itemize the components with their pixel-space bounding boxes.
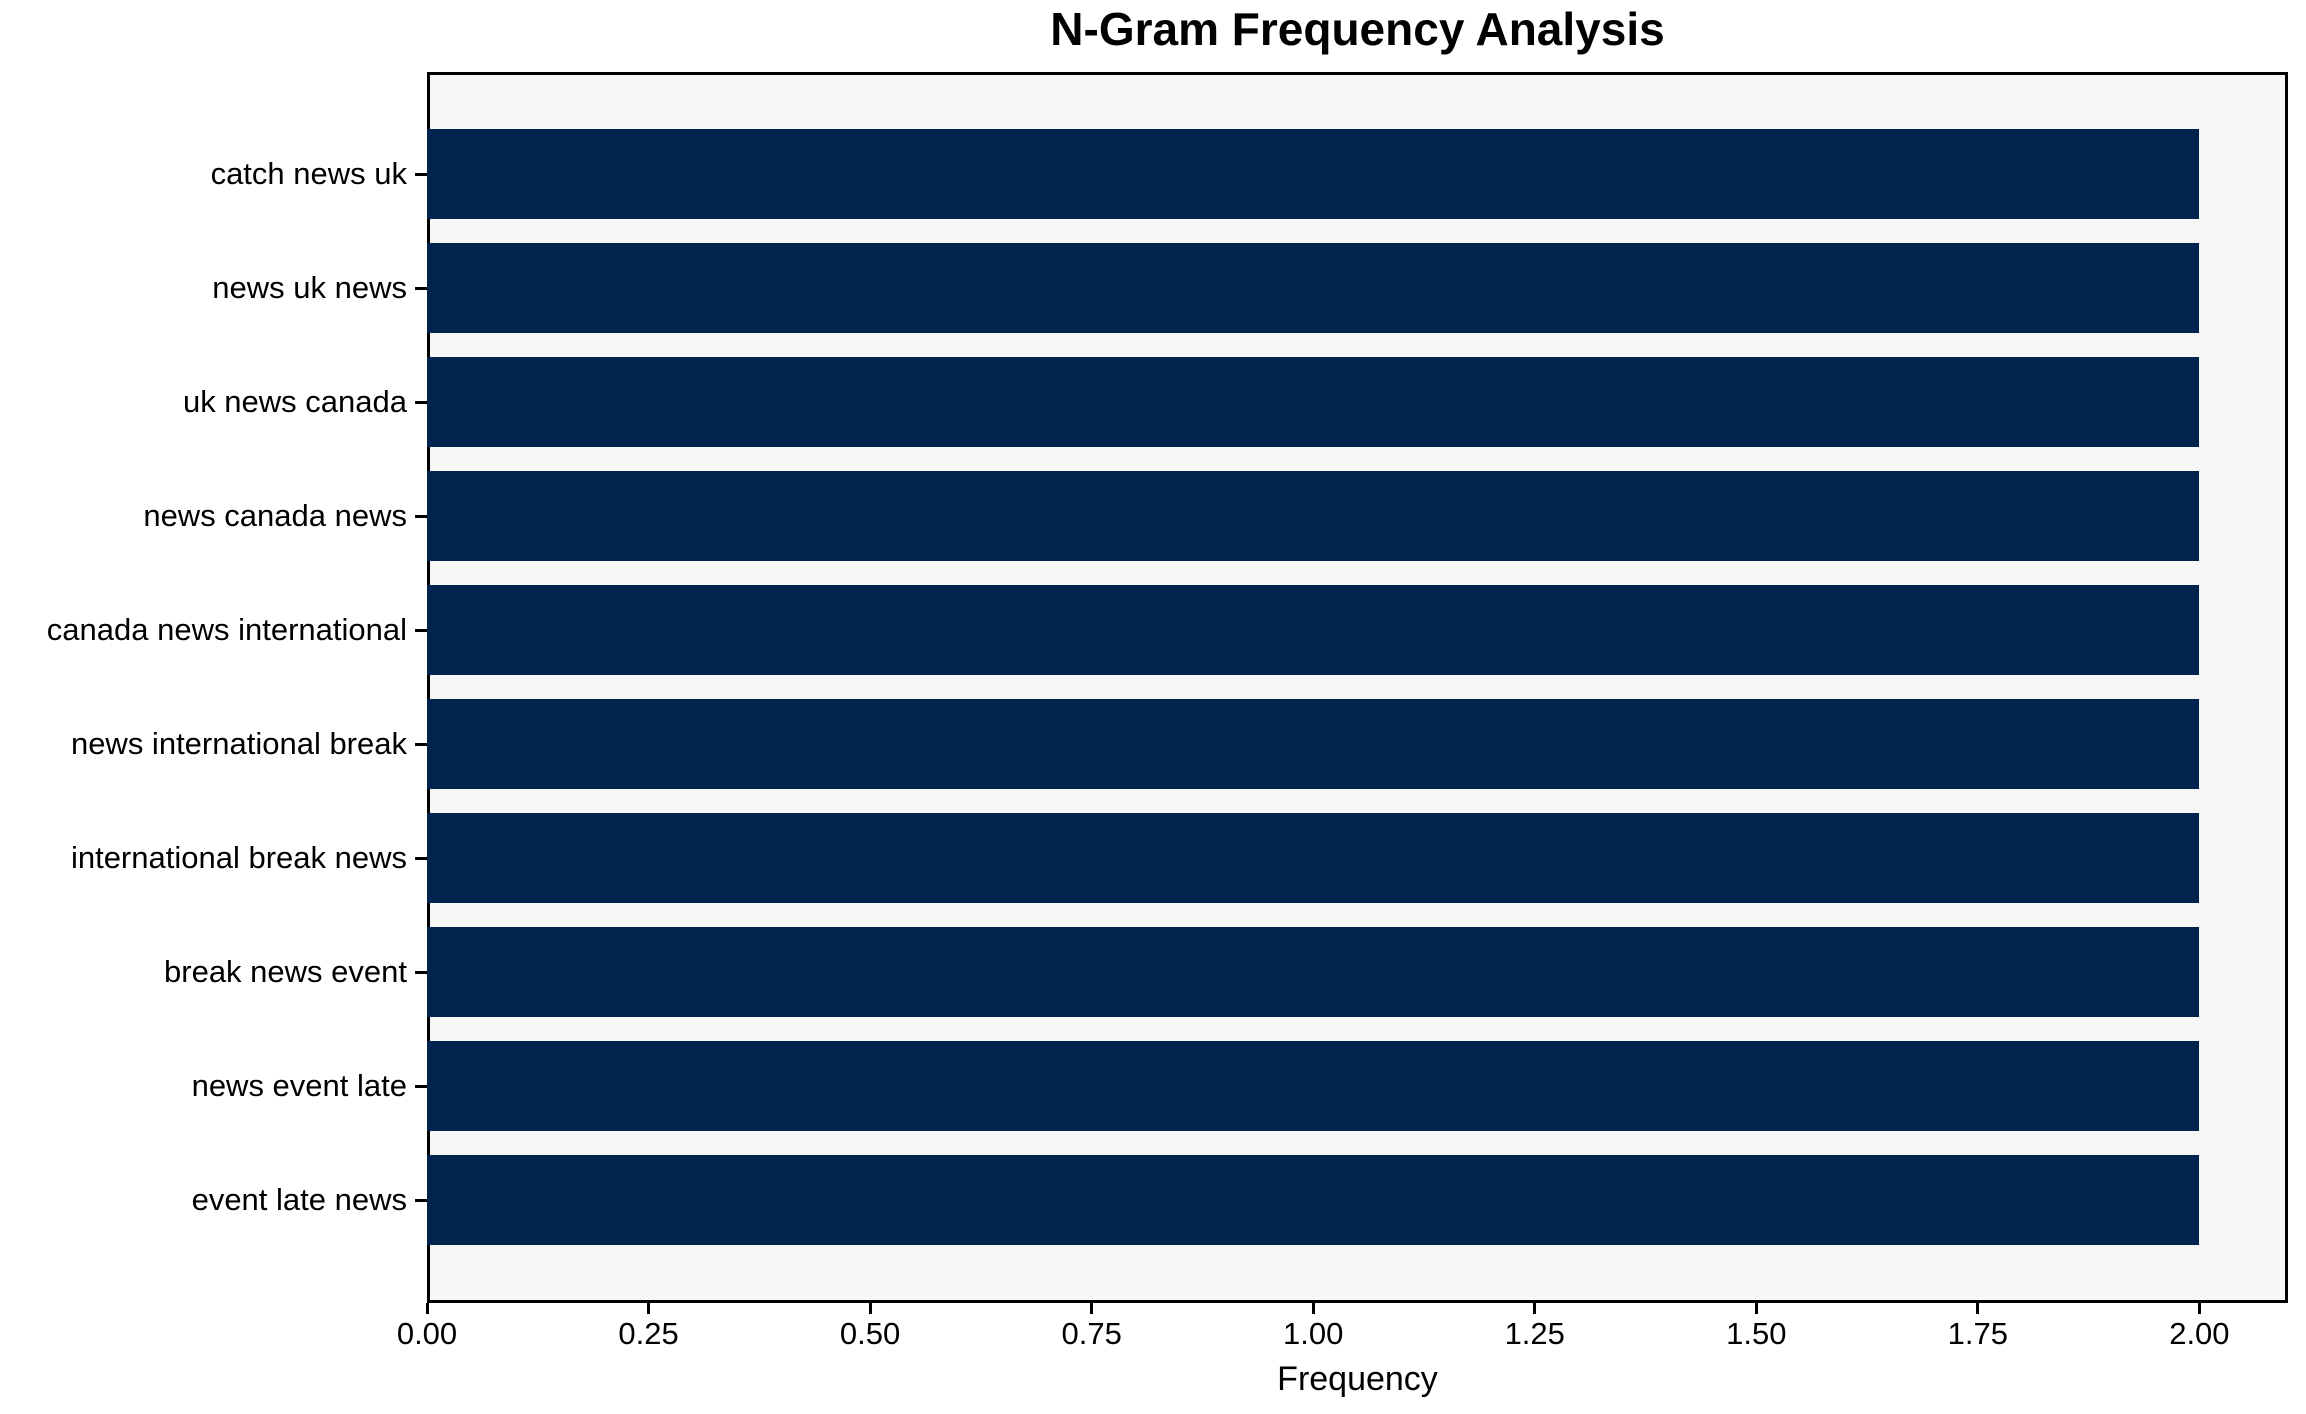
x-tick-label: 1.75 [1947,1316,2008,1351]
bar-track [427,1029,2288,1143]
chart-title: N-Gram Frequency Analysis [1050,3,1665,55]
bar-track [427,459,2288,573]
bar [427,243,2200,333]
x-tick-label: 2.00 [2169,1316,2230,1351]
bar [427,357,2200,447]
x-axis-label: Frequency [1277,1360,1438,1398]
x-tick-mark [1090,1303,1094,1314]
y-tick-label: catch news uk [210,156,407,191]
x-tick-label: 1.00 [1283,1316,1344,1351]
y-tick-label: news canada news [143,498,407,533]
bar-track [427,573,2288,687]
x-tick-mark [1311,1303,1315,1314]
bar-track [427,801,2288,915]
bar-track [427,117,2288,231]
x-tick-mark [1533,1303,1537,1314]
x-tick-label: 0.50 [839,1316,901,1351]
y-tick-label: news event late [191,1068,407,1103]
bar [427,1041,2200,1131]
bar-row: canada news international [0,573,2288,687]
x-tick-mark [1976,1303,1980,1314]
y-tick-label: news uk news [212,270,407,305]
bar-row: news international break [0,687,2288,801]
x-tick-label: 1.50 [1726,1316,1787,1351]
bar [427,471,2200,561]
x-tick-mark [2197,1303,2201,1314]
bar-track [427,1143,2288,1257]
bar [427,699,2200,789]
bar-track [427,915,2288,1029]
y-tick-mark [415,172,427,176]
bar [427,1155,2200,1245]
bar [427,813,2200,903]
x-tick-mark [868,1303,872,1314]
bar-row: news canada news [0,459,2288,573]
bar-track [427,687,2288,801]
bar-row: break news event [0,915,2288,1029]
y-tick-mark [415,970,427,974]
x-tick-label: 1.25 [1504,1316,1565,1351]
y-tick-mark [415,742,427,746]
x-tick-label: 0.25 [618,1316,679,1351]
x-tick-mark [425,1303,429,1314]
x-tick-mark [1754,1303,1758,1314]
bar-row: uk news canada [0,345,2288,459]
y-tick-label: international break news [70,840,407,875]
bar-track [427,231,2288,345]
y-tick-label: event late news [191,1182,407,1217]
y-tick-mark [415,856,427,860]
x-tick-label: 0.75 [1061,1316,1122,1351]
bar-row: catch news uk [0,117,2288,231]
bar-rows: catch news uk news uk news uk news canada n… [0,117,2288,1257]
y-tick-mark [415,1198,427,1202]
y-tick-label: canada news international [46,612,407,647]
bar-row: news uk news [0,231,2288,345]
bar [427,927,2200,1017]
bar-track [427,345,2288,459]
bar [427,129,2200,219]
y-tick-mark [415,1084,427,1088]
y-tick-mark [415,286,427,290]
x-tick-label: 0.00 [396,1316,458,1351]
y-tick-label: break news event [164,954,407,989]
bar-row: news event late [0,1029,2288,1143]
bar-row: international break news [0,801,2288,915]
y-tick-mark [415,400,427,404]
y-tick-mark [415,514,427,518]
x-tick-mark [647,1303,651,1314]
bar-row: event late news [0,1143,2288,1257]
y-tick-mark [415,628,427,632]
y-tick-label: uk news canada [182,384,407,419]
y-tick-label: news international break [70,726,407,761]
bar [427,585,2200,675]
